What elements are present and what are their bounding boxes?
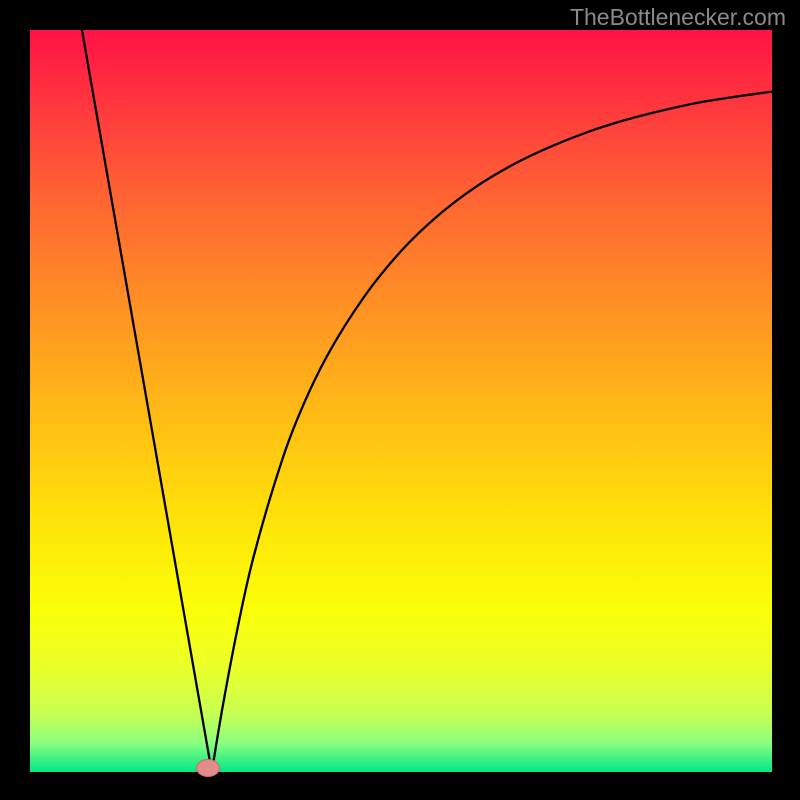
watermark-text: TheBottlenecker.com — [570, 4, 786, 31]
plot-area — [30, 30, 772, 772]
outer-frame — [0, 0, 800, 800]
optimum-marker — [196, 759, 220, 777]
bottleneck-curve — [30, 30, 772, 772]
